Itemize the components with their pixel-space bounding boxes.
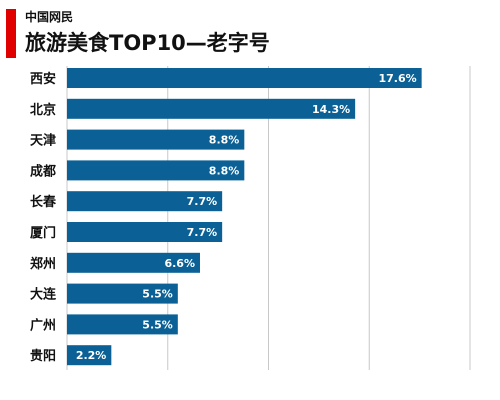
value-label: 8.8% xyxy=(209,134,240,147)
value-label: 5.5% xyxy=(142,318,173,331)
category-label: 天津 xyxy=(30,133,56,149)
bar xyxy=(67,160,245,181)
bar xyxy=(67,222,223,242)
chart-title: 旅游美食TOP10—老字号 xyxy=(25,31,270,55)
value-label: 7.7% xyxy=(187,195,218,208)
bar xyxy=(67,283,178,304)
chart-subtitle: 中国网民 xyxy=(25,10,74,24)
category-label: 大连 xyxy=(30,287,57,303)
value-label: 2.2% xyxy=(76,349,107,362)
bar xyxy=(67,252,200,273)
value-label: 8.8% xyxy=(209,164,240,177)
category-label: 广州 xyxy=(30,317,56,333)
value-label: 17.6% xyxy=(378,72,416,85)
bar xyxy=(67,68,422,88)
category-label: 贵阳 xyxy=(30,348,56,364)
category-label: 北京 xyxy=(30,102,56,118)
value-label: 5.5% xyxy=(142,288,173,301)
bar xyxy=(67,98,356,119)
value-label: 7.7% xyxy=(187,226,218,239)
value-label: 14.3% xyxy=(312,103,350,116)
value-label: 6.6% xyxy=(164,257,195,270)
bar xyxy=(67,129,245,150)
bar xyxy=(67,345,112,366)
bar xyxy=(67,191,223,212)
category-label: 郑州 xyxy=(30,256,56,272)
category-label: 厦门 xyxy=(30,225,56,241)
bar xyxy=(67,314,178,335)
title-accent-bar xyxy=(6,9,16,58)
category-label: 西安 xyxy=(30,71,56,87)
category-label: 成都 xyxy=(30,163,56,179)
category-label: 长春 xyxy=(30,194,57,210)
